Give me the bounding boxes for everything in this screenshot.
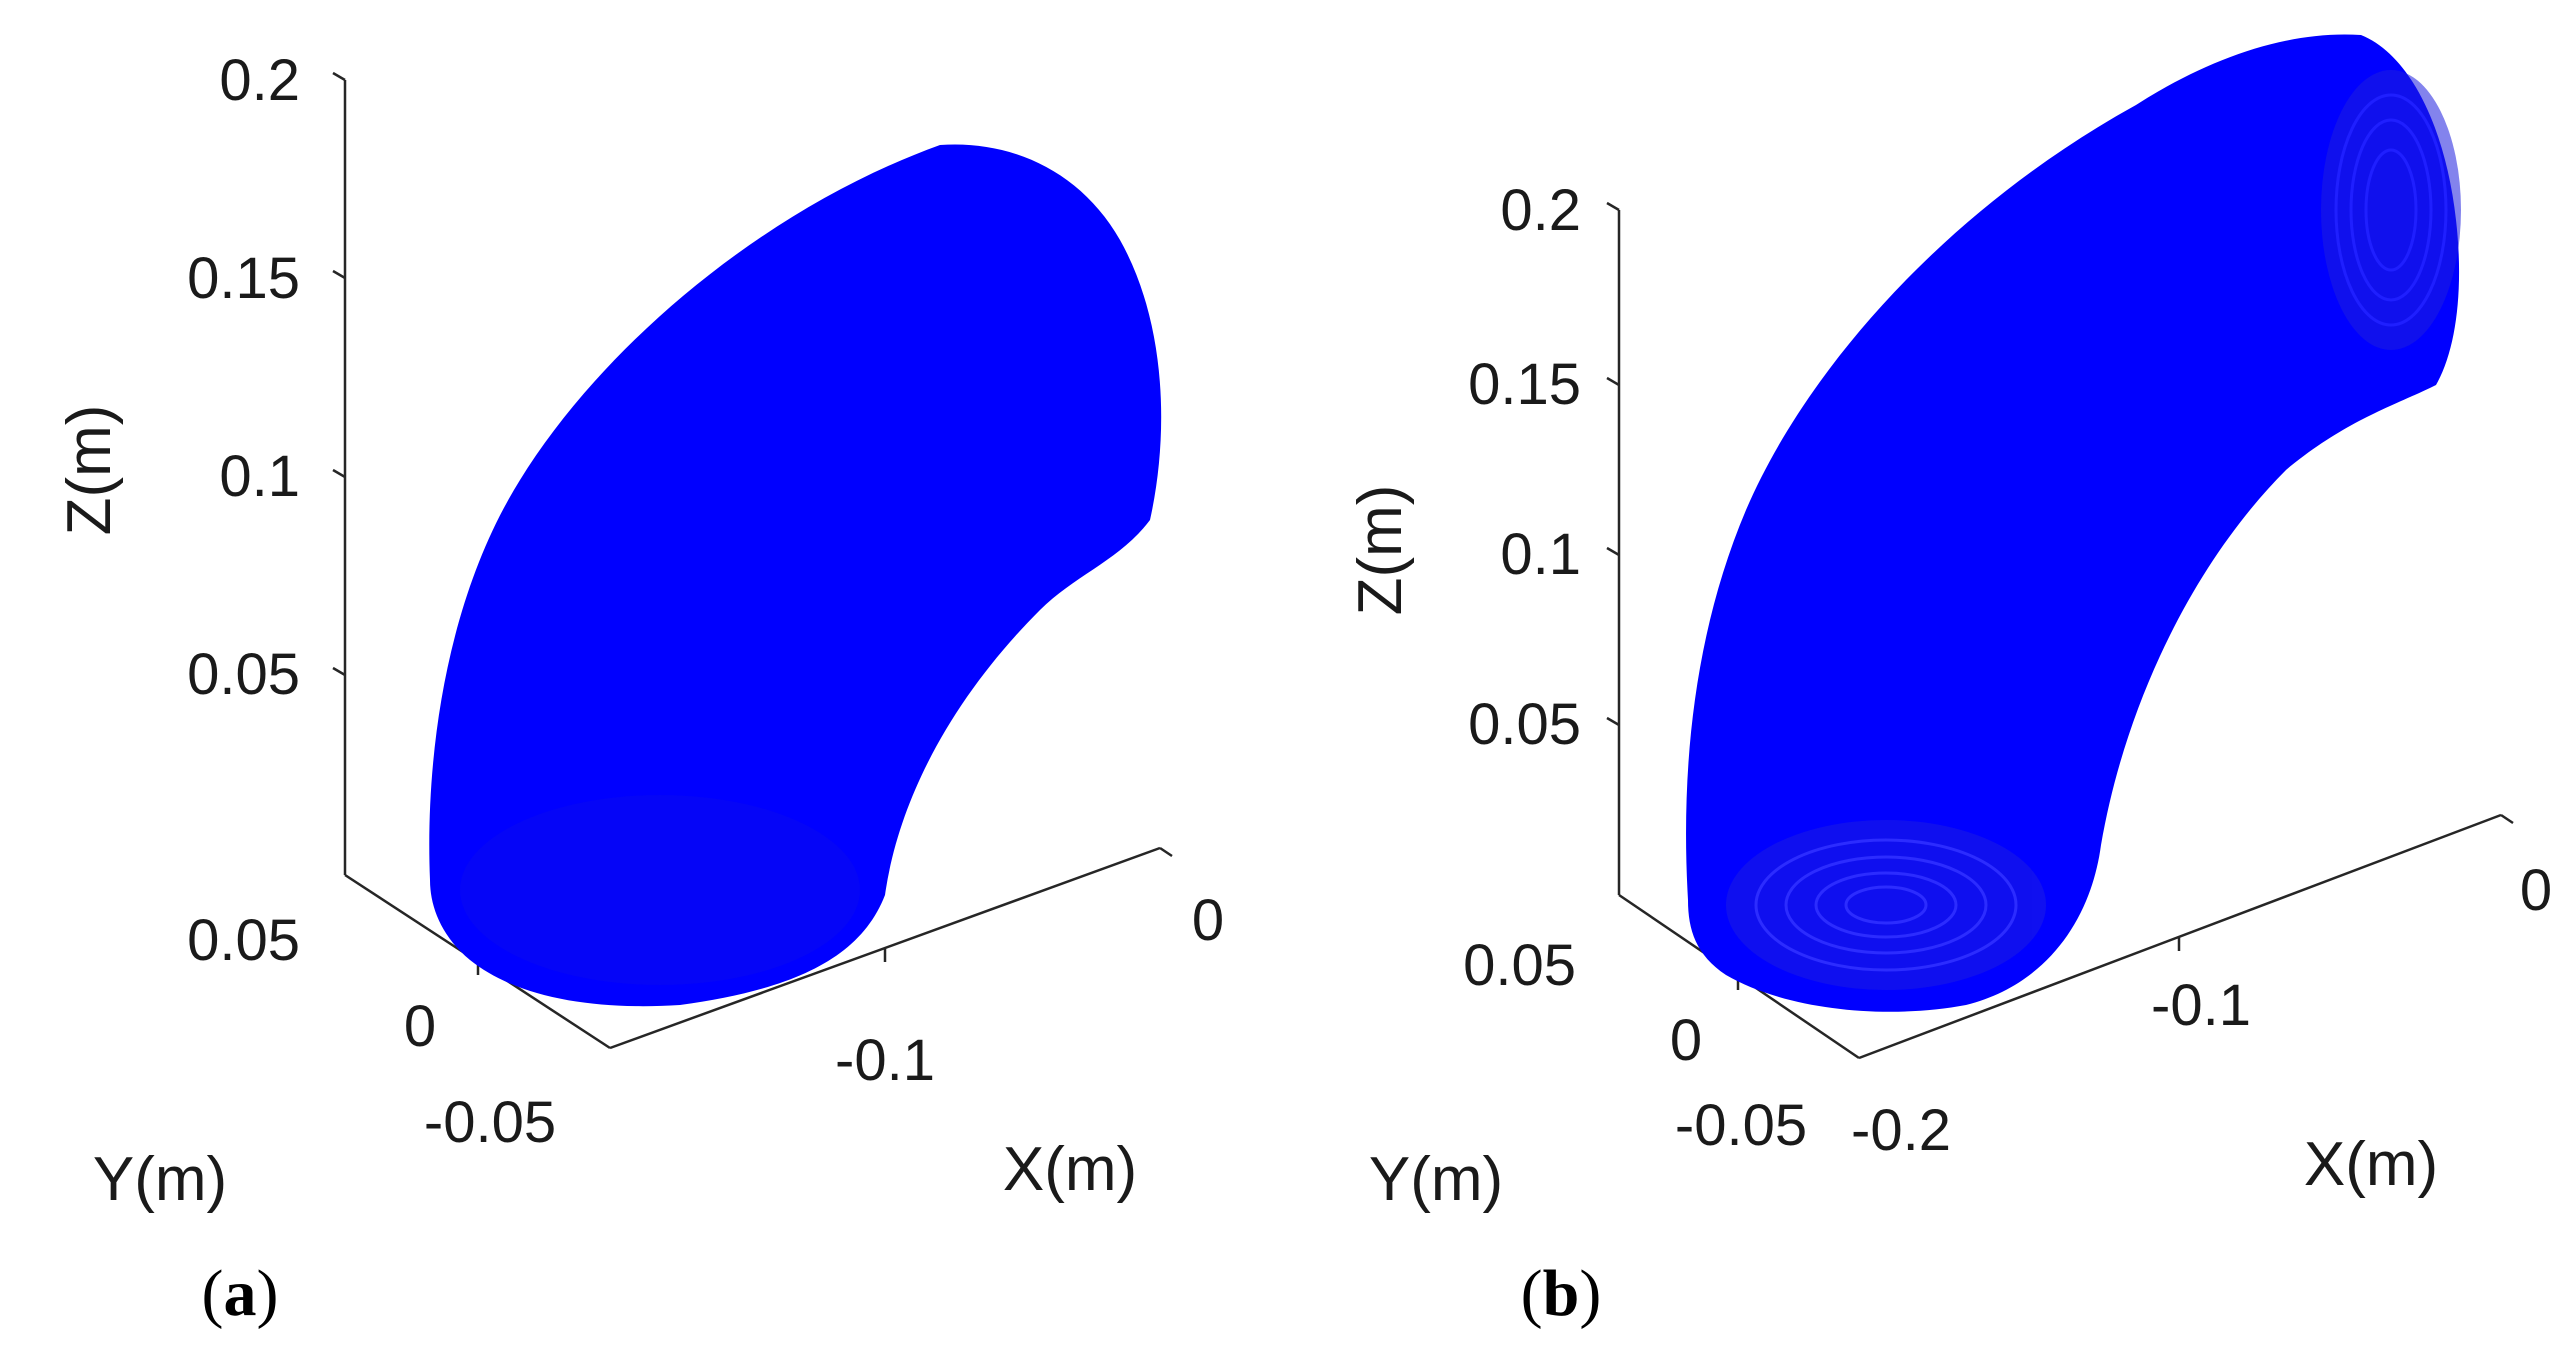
z-tick-mark [332,468,346,479]
x-axis-title: X(m) [1003,1135,1137,1204]
y-axis-title: Y(m) [93,1145,227,1214]
panel-label-a: (a) [202,1257,279,1330]
z-tick-label: 0.2 [1500,178,1581,243]
y-tick-label: 0.05 [187,908,300,973]
elbow-top-cap-texture-b [2321,70,2461,350]
chart-panel-b: 0.2 0.15 0.1 0.05 0.05 0 -0.05 -0.2 -0.1… [1286,0,2572,1353]
z-tick-label: 0.05 [187,642,300,707]
chart-svg-b: 0.2 0.15 0.1 0.05 0.05 0 -0.05 -0.2 -0.1… [1346,34,2552,1330]
y-tick-label: 0 [404,994,436,1059]
z-tick-mark [332,666,346,677]
z-tick-label: 0.1 [219,444,300,509]
y-tick-label: 0.05 [1463,933,1576,998]
x-tick-label: 0 [1192,888,1224,953]
z-tick-label: 0.2 [219,48,300,113]
z-tick-label: 0.15 [187,246,300,311]
x-tick-label: -0.2 [1851,1098,1951,1163]
elbow-base-shade-a [460,795,860,985]
x-axis-line [1858,813,2502,1060]
z-axis-title: Z(m) [1346,485,1415,616]
z-tick-label: 0.15 [1468,352,1581,417]
z-tick-mark [332,269,346,280]
z-tick-label: 0.1 [1500,522,1581,587]
chart-panel-a: 0.2 0.15 0.1 0.05 0.05 0 -0.05 -0.1 0 Z(… [55,48,1224,1330]
elbow-bottom-cap-texture-b [1726,820,2046,990]
panel-label-b: (b) [1521,1257,1602,1330]
z-tick-mark [332,71,346,82]
elbow-surface-a [429,144,1162,1007]
x-axis-title: X(m) [2304,1130,2438,1199]
x-tick-mark [1159,846,1173,858]
elbow-surface-b [1686,34,2460,1012]
z-axis-title: Z(m) [55,405,124,536]
y-tick-label: 0 [1670,1008,1702,1073]
x-tick-mark [2500,813,2514,825]
y-tick-label: -0.05 [1675,1093,1807,1158]
panel-label-b-letter: b [1543,1257,1580,1330]
chart-svg-a: 0.2 0.15 0.1 0.05 0.05 0 -0.05 -0.1 0 Z(… [55,48,1224,1330]
z-tick-mark [1606,716,1620,727]
z-tick-mark [1606,376,1620,387]
z-tick-mark [1606,201,1620,212]
y-tick-label: -0.05 [424,1090,556,1155]
x-tick-label: -0.1 [2151,973,2251,1038]
x-tick-label: 0 [2520,858,2552,923]
z-tick-mark [1606,546,1620,557]
z-tick-label: 0.05 [1468,692,1581,757]
x-tick-label: -0.1 [835,1028,935,1093]
y-axis-title: Y(m) [1369,1145,1503,1214]
panel-label-a-letter: a [224,1257,257,1330]
